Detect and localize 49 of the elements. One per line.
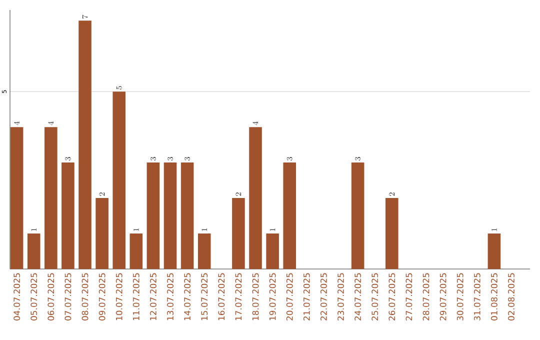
bar	[283, 162, 296, 269]
x-tick-label: 21.07.2025	[303, 273, 310, 320]
x-tick-label: 28.07.2025	[422, 273, 430, 320]
bar	[232, 198, 245, 269]
bar	[180, 162, 194, 269]
x-tick-label: 15.07.2025	[201, 273, 208, 320]
x-tick-label: 25.07.2025	[372, 273, 378, 320]
x-tick-label: 22.07.2025	[320, 273, 327, 320]
x-tick-label: 09.07.2025	[98, 273, 106, 320]
x-tick-label: 12.07.2025	[150, 273, 156, 320]
x-tick-label: 20.07.2025	[286, 273, 293, 320]
bar	[27, 234, 40, 269]
bar	[351, 162, 364, 269]
x-tick-label: 08.07.2025	[82, 273, 88, 320]
x-tick-label: 31.07.2025	[474, 273, 480, 320]
x-tick-label: 30.07.2025	[456, 273, 464, 320]
x-tick-label: 10.07.2025	[116, 273, 122, 320]
x-tick-label: 01.08.2025	[491, 273, 498, 320]
bar	[96, 198, 108, 269]
x-tick-label: 19.07.2025	[269, 273, 276, 320]
x-tick-label: 26.07.2025	[388, 273, 396, 320]
bar	[78, 20, 92, 269]
x-tick-label: 29.07.2025	[440, 273, 446, 320]
x-tick-label: 02.08.2025	[508, 273, 514, 320]
bar	[164, 162, 177, 269]
bar	[44, 127, 58, 269]
x-tick-label: 05.07.2025	[30, 273, 38, 320]
bar	[10, 127, 24, 269]
bar	[266, 234, 279, 269]
x-tick-label: 06.07.2025	[48, 273, 54, 320]
x-tick-label: 16.07.2025	[218, 273, 225, 320]
x-tick-label: 24.07.2025	[354, 273, 362, 320]
x-tick-label: 17.07.2025	[235, 273, 242, 320]
x-tick-label: 04.07.2025	[14, 273, 20, 320]
x-tick-label: 11.07.2025	[132, 273, 140, 320]
bar	[130, 234, 143, 269]
x-tick-label: 07.07.2025	[64, 273, 72, 320]
x-tick-label: 23.07.2025	[338, 273, 344, 320]
x-tick-label: 27.07.2025	[406, 273, 412, 320]
bar	[146, 162, 160, 269]
bar	[249, 127, 262, 269]
bar	[112, 92, 126, 269]
x-tick-label: 18.07.2025	[252, 273, 259, 320]
bar	[62, 162, 74, 269]
bar	[386, 198, 398, 269]
x-tick-label: 13.07.2025	[167, 273, 174, 320]
x-tick-label: 14.07.2025	[184, 273, 191, 320]
bar	[198, 234, 211, 269]
bar	[488, 234, 501, 269]
